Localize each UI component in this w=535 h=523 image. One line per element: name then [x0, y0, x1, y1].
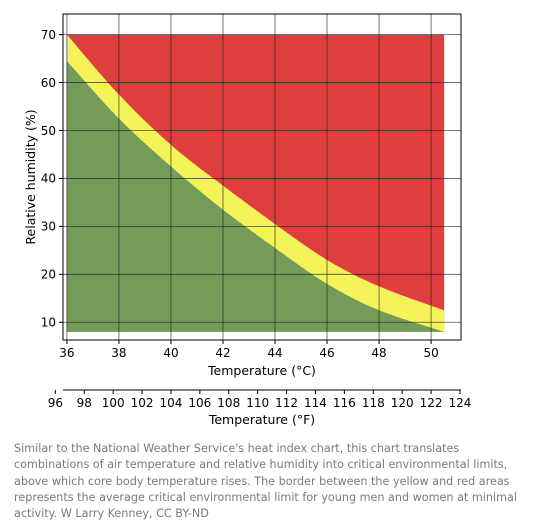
- x-celsius-tick-label-38: 38: [111, 346, 126, 360]
- x-fahrenheit-tick-label-102: 102: [131, 396, 154, 410]
- heat-limit-chart: 10 20 30 40 50 60 70 36 38 40 42 44 46 48 50 96 98 100 1…: [23, 13, 472, 427]
- x-celsius-tick-label-42: 42: [215, 346, 230, 360]
- x-fahrenheit-tick-label-112: 112: [275, 396, 298, 410]
- x-fahrenheit-tick-label-108: 108: [217, 396, 240, 410]
- x-celsius-tick-label-50: 50: [423, 346, 438, 360]
- x-celsius-tick-label-44: 44: [267, 346, 282, 360]
- chart-grid: [63, 14, 461, 340]
- x-fahrenheit-tick-label-106: 106: [188, 396, 211, 410]
- x-fahrenheit-tick-label-116: 116: [333, 396, 356, 410]
- x-celsius-axis-ticks: 36 38 40 42 44 46 48 50: [59, 340, 439, 360]
- y-tick-label-60: 60: [41, 76, 56, 90]
- x-fahrenheit-tick-label-96: 96: [48, 396, 63, 410]
- x-celsius-tick-label-46: 46: [319, 346, 334, 360]
- x-celsius-tick-label-48: 48: [371, 346, 386, 360]
- y-axis-ticks: 10 20 30 40 50 60 70: [41, 28, 63, 330]
- x-fahrenheit-axis-title: Temperature (°F): [208, 412, 315, 427]
- x-fahrenheit-axis-ticks: 96 98 100 102 104 106 108 110 112 114 116 118 120 122…: [48, 390, 472, 410]
- x-celsius-axis-title: Temperature (°C): [207, 363, 316, 378]
- x-fahrenheit-tick-label-122: 122: [420, 396, 443, 410]
- y-axis-title: Relative humidity (%): [23, 109, 38, 244]
- x-fahrenheit-tick-label-120: 120: [391, 396, 414, 410]
- chart-regions: [66, 34, 445, 332]
- x-fahrenheit-tick-label-104: 104: [160, 396, 183, 410]
- plot-frame: [62, 13, 462, 341]
- y-tick-label-20: 20: [41, 268, 56, 282]
- x-fahrenheit-tick-label-110: 110: [246, 396, 269, 410]
- x-fahrenheit-tick-label-118: 118: [362, 396, 385, 410]
- x-celsius-tick-label-40: 40: [163, 346, 178, 360]
- x-fahrenheit-tick-label-124: 124: [449, 396, 472, 410]
- figure-caption: Similar to the National Weather Service'…: [14, 442, 517, 521]
- x-fahrenheit-tick-label-114: 114: [304, 396, 327, 410]
- y-tick-label-40: 40: [41, 172, 56, 186]
- region-green: [66, 60, 445, 332]
- y-tick-label-10: 10: [41, 316, 56, 330]
- y-tick-label-50: 50: [41, 124, 56, 138]
- y-tick-label-70: 70: [41, 28, 56, 42]
- y-tick-label-30: 30: [41, 220, 56, 234]
- x-fahrenheit-tick-label-100: 100: [102, 396, 125, 410]
- x-celsius-tick-label-36: 36: [59, 346, 74, 360]
- x-fahrenheit-tick-label-98: 98: [77, 396, 92, 410]
